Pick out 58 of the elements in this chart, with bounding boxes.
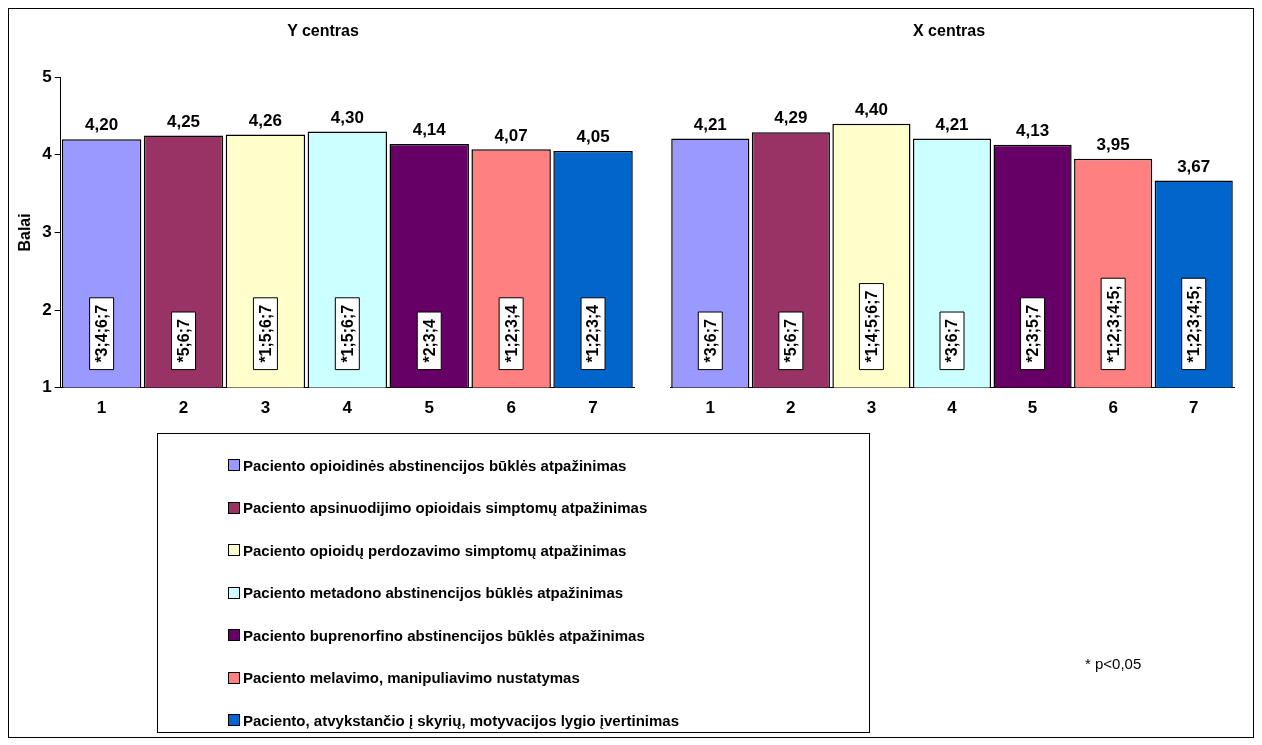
x-tick-label: 5 bbox=[424, 398, 434, 418]
legend-label: Paciento apsinuodijimo opioidais simptomų atpažinimas bbox=[243, 499, 648, 517]
legend-label: Paciento, atvykstančio į skyrių, motyvacijos lygio įvertinimas bbox=[243, 711, 680, 729]
x-tick-label: 4 bbox=[342, 398, 353, 418]
data-label: 4,13 bbox=[1016, 120, 1050, 140]
annotation: *1;2;3;4 bbox=[502, 304, 520, 363]
data-label: 4,25 bbox=[166, 111, 201, 131]
legend-label: Paciento melavimo, manipuliavimo nustatymas bbox=[243, 669, 580, 687]
annotation: *2;3;4 bbox=[420, 318, 438, 363]
x-tick-label: 4 bbox=[947, 398, 958, 418]
x-tick-label: 7 bbox=[588, 398, 598, 418]
y-tick-label: 2 bbox=[42, 299, 52, 319]
x-tick-label: 1 bbox=[96, 398, 107, 418]
annotation: *3;6;7 bbox=[943, 318, 961, 363]
y-tick-label: 3 bbox=[42, 222, 52, 242]
data-label: 4,26 bbox=[248, 110, 282, 130]
annotation: *1;4;5;6;7 bbox=[862, 290, 880, 363]
data-label: 3,67 bbox=[1177, 156, 1211, 176]
annotation: *1;5;6;7 bbox=[338, 304, 356, 363]
data-label: 4,30 bbox=[330, 107, 364, 127]
annotation: *1;5;6;7 bbox=[256, 304, 274, 363]
data-label: 3,95 bbox=[1096, 134, 1130, 154]
x-tick-label: 2 bbox=[178, 398, 189, 418]
legend-label: Paciento opioidų perdozavimo simptomų atpažinimas bbox=[243, 541, 627, 559]
annotation: *1;2;3;4;5; bbox=[1104, 285, 1122, 363]
chart-title: X centras bbox=[912, 22, 986, 40]
data-label: 4,21 bbox=[935, 114, 969, 134]
x-tick-label: 6 bbox=[506, 398, 516, 418]
y-tick-label: 4 bbox=[42, 144, 53, 164]
annotation: *5;6;7 bbox=[782, 318, 800, 363]
annotation: *3;4;6;7 bbox=[93, 304, 111, 363]
chart-title: Y centras bbox=[287, 22, 359, 40]
legend-label: Paciento metadono abstinencijos būklės atpažinimas bbox=[243, 584, 624, 602]
data-label: 4,21 bbox=[693, 114, 727, 134]
annotation: *1;2;3;4 bbox=[584, 304, 602, 363]
legend-label: Paciento opioidinės abstinencijos būklės atpažinimas bbox=[243, 456, 627, 474]
legend-label: Paciento buprenorfino abstinencijos būklės atpažinimas bbox=[243, 626, 645, 644]
annotation: *3;6;7 bbox=[701, 318, 719, 363]
data-label: 4,29 bbox=[774, 108, 808, 128]
y-axis-title: Balai bbox=[16, 213, 34, 252]
x-tick-label: 2 bbox=[786, 398, 796, 418]
y-tick-label: 5 bbox=[42, 66, 52, 86]
x-tick-label: 7 bbox=[1188, 398, 1199, 418]
annotation: *5;6;7 bbox=[174, 318, 192, 363]
x-tick-label: 5 bbox=[1027, 398, 1038, 418]
data-label: 4,20 bbox=[85, 115, 119, 135]
x-tick-label: 6 bbox=[1108, 398, 1118, 418]
annotation: *1;2;3;4;5; bbox=[1185, 285, 1203, 363]
data-label: 4,40 bbox=[854, 99, 888, 119]
data-label: 4,05 bbox=[576, 127, 610, 147]
x-tick-label: 3 bbox=[260, 398, 271, 418]
y-tick-label: 1 bbox=[42, 377, 52, 397]
text: * p<0,05 bbox=[1085, 655, 1142, 672]
data-label: 4,14 bbox=[412, 120, 447, 140]
annotation: *2;3;5;7 bbox=[1023, 304, 1041, 363]
data-label: 4,07 bbox=[494, 125, 528, 145]
x-tick-label: 1 bbox=[705, 398, 716, 418]
x-tick-label: 3 bbox=[866, 398, 877, 418]
